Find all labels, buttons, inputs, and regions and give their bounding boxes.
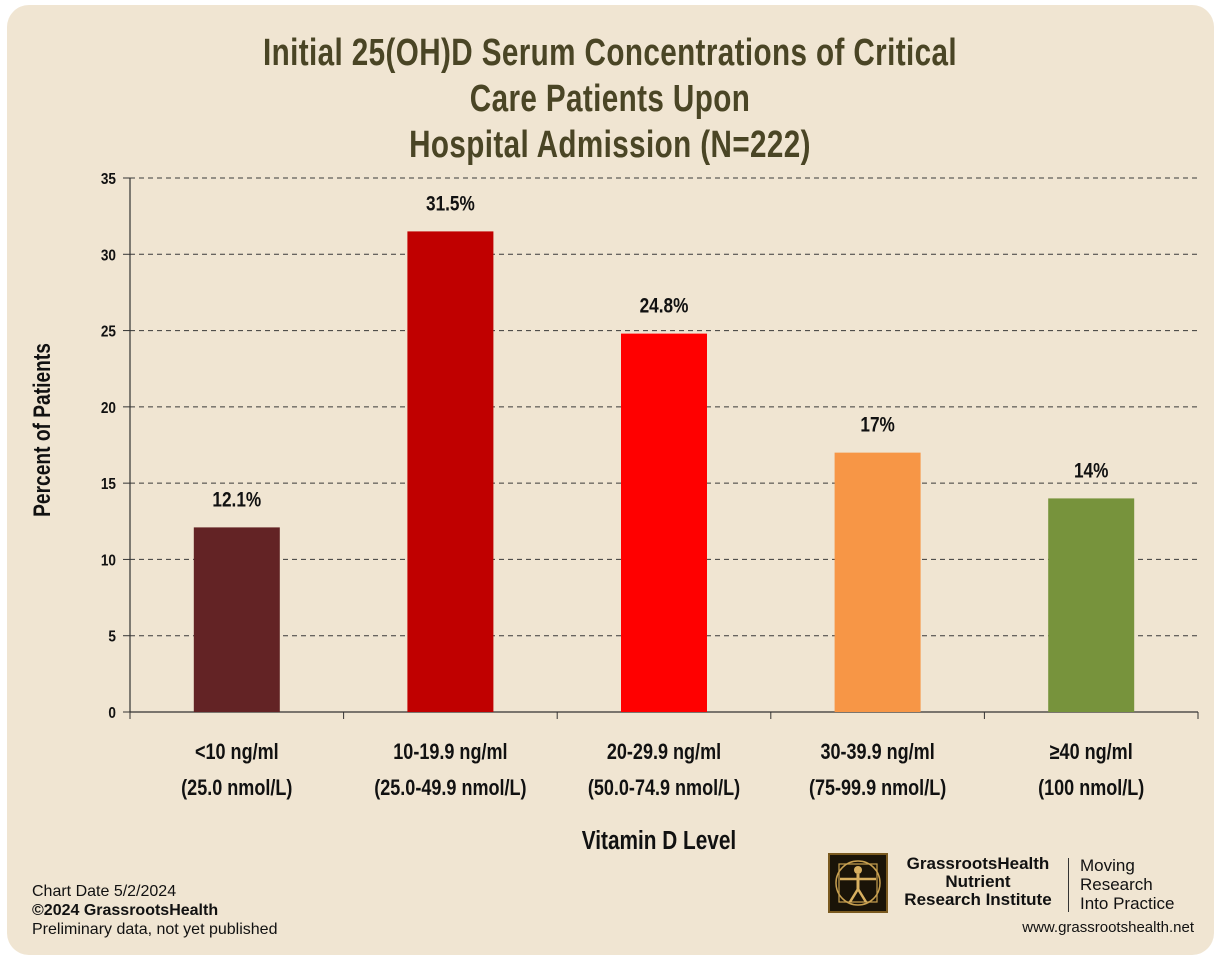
x-tick-label: 20-29.9 ng/ml	[607, 740, 721, 764]
org-name: GrassrootsHealth Nutrient Research Insti…	[896, 855, 1060, 909]
bar	[621, 333, 707, 712]
publication-note: Preliminary data, not yet published	[32, 921, 278, 938]
org-line-2: Nutrient	[945, 872, 1011, 891]
footer-divider	[1068, 858, 1069, 912]
y-tick-label: 5	[108, 629, 116, 646]
vitruvian-logo-icon	[828, 853, 888, 913]
tagline: Moving Research Into Practice	[1080, 856, 1175, 913]
data-label: 31.5%	[426, 193, 475, 216]
data-label: 12.1%	[212, 489, 261, 512]
y-tick-label: 35	[101, 171, 116, 188]
y-tick-label: 25	[101, 324, 116, 341]
tagline-line-2: Research	[1080, 875, 1153, 894]
data-label: 14%	[1074, 460, 1108, 483]
title-line-2: Hospital Admission (N=222)	[409, 124, 811, 166]
x-tick-label-sub: (50.0-74.9 nmol/L)	[588, 776, 740, 800]
copyright: ©2024 GrassrootsHealth	[32, 902, 219, 919]
x-tick-label-sub: (25.0 nmol/L)	[181, 776, 292, 800]
x-tick-label: <10 ng/ml	[195, 740, 279, 764]
footer-info: Chart Date 5/2/2024 ©2024 GrassrootsHeal…	[32, 882, 277, 939]
title-line-1: Initial 25(OH)D Serum Concentrations of …	[263, 32, 957, 120]
x-tick-label: 10-19.9 ng/ml	[393, 740, 507, 764]
data-label: 17%	[860, 414, 894, 437]
x-tick-label-sub: (25.0-49.9 nmol/L)	[374, 776, 526, 800]
y-tick-label: 15	[101, 476, 116, 493]
chart-title: Initial 25(OH)D Serum Concentrations of …	[228, 30, 992, 168]
bar	[407, 231, 494, 712]
y-tick-label: 0	[108, 705, 116, 722]
bar	[193, 527, 280, 712]
bar	[1048, 498, 1135, 712]
org-line-3: Research Institute	[904, 890, 1052, 909]
tagline-line-1: Moving	[1080, 856, 1135, 875]
data-label: 24.8%	[640, 295, 689, 318]
tagline-line-3: Into Practice	[1080, 894, 1175, 913]
x-tick-label: 30-39.9 ng/ml	[820, 740, 934, 764]
org-line-1: GrassrootsHealth	[906, 854, 1050, 873]
y-tick-label: 20	[101, 400, 116, 417]
website-url: www.grassrootshealth.net	[1022, 919, 1194, 936]
chart-card	[7, 5, 1214, 955]
x-tick-label: ≥40 ng/ml	[1050, 740, 1133, 764]
y-tick-label: 30	[101, 247, 116, 264]
bar	[834, 452, 921, 712]
y-tick-label: 10	[101, 552, 116, 569]
x-tick-label-sub: (75-99.9 nmol/L)	[809, 776, 946, 800]
x-tick-label-sub: (100 nmol/L)	[1038, 776, 1144, 800]
chart-date: Chart Date 5/2/2024	[32, 883, 177, 900]
x-axis-title: Vitamin D Level	[582, 826, 736, 855]
y-axis-title: Percent of Patients	[28, 343, 56, 517]
